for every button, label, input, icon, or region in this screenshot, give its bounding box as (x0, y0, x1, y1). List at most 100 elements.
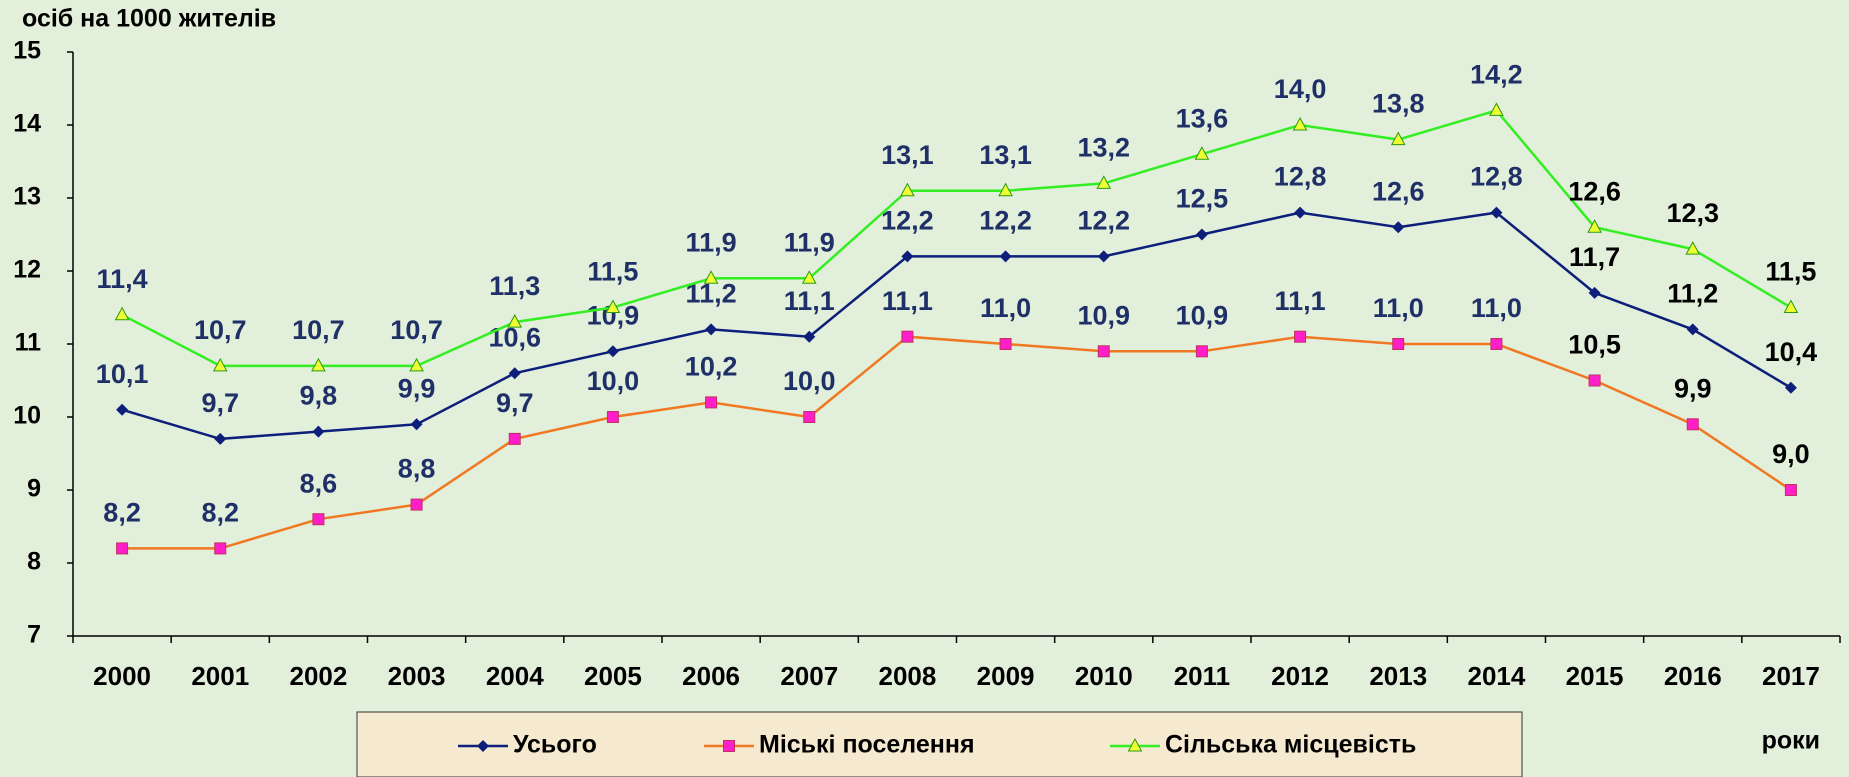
legend-label: Усього (513, 731, 597, 759)
x-tick-label: 2010 (1075, 661, 1133, 691)
data-label: 9,9 (398, 373, 436, 403)
data-label: 9,8 (300, 381, 338, 411)
marker (311, 357, 326, 372)
data-label: 10,9 (1176, 300, 1229, 330)
marker (1783, 299, 1799, 313)
marker (212, 357, 228, 372)
marker (508, 367, 521, 380)
data-label: 9,7 (496, 388, 534, 418)
x-tick-label: 2009 (977, 661, 1035, 691)
data-label: 12,6 (1568, 176, 1621, 206)
marker (1294, 206, 1307, 219)
data-label: 11,5 (587, 257, 638, 287)
data-label: 11,5 (1765, 257, 1816, 287)
marker (1390, 131, 1406, 146)
marker (705, 323, 718, 336)
marker (605, 299, 621, 313)
data-label: 12,2 (881, 206, 934, 236)
y-tick-label: 7 (27, 621, 41, 649)
data-label: 9,9 (1674, 373, 1712, 403)
marker (1490, 206, 1503, 219)
data-label: 14,2 (1470, 60, 1523, 90)
marker (1686, 418, 1699, 431)
data-label: 14,0 (1274, 74, 1327, 104)
data-label: 10,7 (390, 315, 443, 345)
marker (116, 542, 129, 555)
marker (1685, 241, 1701, 255)
marker (1195, 345, 1208, 358)
data-label: 12,3 (1666, 198, 1719, 228)
y-tick-label: 14 (13, 110, 41, 138)
y-tick-label: 15 (13, 37, 41, 65)
marker (803, 330, 816, 343)
marker (409, 357, 424, 372)
x-tick-label: 2016 (1664, 661, 1722, 691)
marker (900, 182, 915, 197)
data-label: 12,5 (1176, 184, 1229, 214)
data-label: 8,2 (103, 498, 141, 528)
data-label: 10,1 (96, 359, 149, 389)
marker (1097, 345, 1110, 358)
data-label: 11,9 (686, 227, 737, 257)
marker (114, 306, 130, 321)
x-tick-label: 2015 (1566, 661, 1624, 691)
x-tick-label: 2003 (388, 661, 446, 691)
y-tick-label: 12 (13, 256, 41, 284)
legend-box (356, 711, 1523, 777)
x-tick-label: 2012 (1271, 661, 1329, 691)
marker (410, 498, 423, 511)
y-tick-label: 10 (13, 402, 41, 430)
marker (1784, 484, 1797, 496)
data-label: 11,2 (1667, 279, 1718, 309)
marker (1194, 146, 1210, 160)
data-label: 12,2 (979, 206, 1032, 236)
marker (1587, 219, 1602, 233)
data-label: 13,2 (1077, 133, 1130, 163)
x-tick-label: 2008 (878, 661, 936, 691)
marker (801, 270, 817, 284)
marker (998, 182, 1013, 197)
marker (703, 270, 719, 284)
data-label: 12,8 (1274, 162, 1327, 192)
series-line (122, 335, 1792, 550)
x-axis-label: роки (1762, 727, 1820, 755)
data-label: 8,8 (398, 454, 436, 484)
x-tick-label: 2001 (191, 661, 249, 691)
data-label: 12,8 (1470, 162, 1523, 192)
marker (1784, 381, 1797, 394)
data-label: 10,5 (1568, 330, 1621, 360)
data-label: 10,2 (685, 352, 738, 382)
data-label: 13,1 (979, 140, 1032, 170)
data-label: 11,9 (784, 227, 835, 257)
data-label: 10,0 (587, 366, 640, 396)
data-label: 11,0 (1471, 293, 1522, 323)
data-label: 11,3 (489, 271, 540, 301)
marker (1096, 175, 1112, 189)
marker (999, 250, 1012, 263)
marker (606, 345, 619, 358)
marker (901, 330, 914, 343)
y-tick-label: 13 (13, 183, 41, 211)
data-label: 11,1 (882, 286, 933, 316)
marker (723, 740, 735, 752)
data-label: 10,9 (1077, 300, 1130, 330)
data-label: 10,4 (1765, 337, 1818, 367)
data-label: 10,7 (194, 315, 247, 345)
data-label: 12,2 (1077, 206, 1130, 236)
data-label: 13,8 (1372, 89, 1425, 119)
series-line (121, 211, 1792, 441)
marker (1292, 116, 1308, 131)
x-tick-label: 2013 (1369, 661, 1427, 691)
marker (1294, 330, 1307, 343)
x-tick-label: 2007 (780, 661, 838, 691)
marker (214, 542, 227, 555)
marker (1392, 338, 1405, 350)
legend-label: Міські поселення (759, 731, 975, 759)
data-label: 10,0 (783, 366, 836, 396)
data-label: 11,0 (1373, 293, 1424, 323)
y-tick-label: 8 (27, 548, 41, 576)
marker (508, 432, 521, 445)
marker (1489, 102, 1504, 116)
data-label: 11,0 (980, 293, 1031, 323)
